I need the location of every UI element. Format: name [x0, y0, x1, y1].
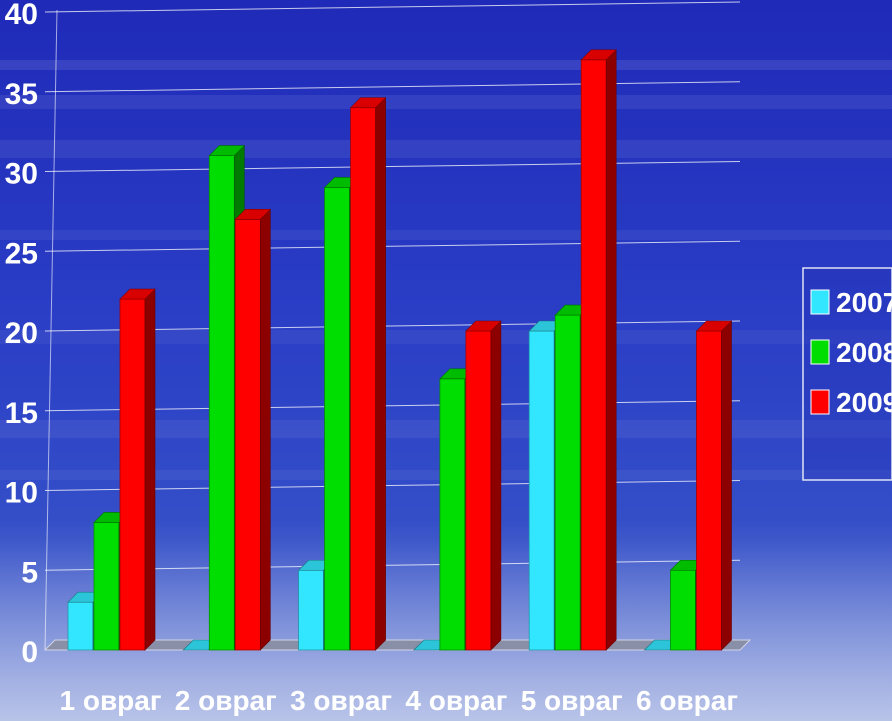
x-tick-label: 5 овраг	[521, 685, 623, 716]
y-tick-label: 20	[5, 317, 38, 350]
y-tick-label: 30	[5, 158, 38, 191]
y-tick-label: 15	[5, 397, 38, 430]
bar	[695, 320, 733, 651]
bar	[349, 96, 387, 651]
bar-front	[580, 59, 607, 651]
legend-swatch	[810, 339, 830, 365]
y-tick-label: 10	[5, 477, 38, 510]
gridline	[44, 81, 741, 93]
x-tick-label: 4 овраг	[405, 685, 507, 716]
y-tick-label: 5	[21, 556, 38, 589]
bar-front	[119, 298, 146, 651]
x-tick-label: 6 овраг	[636, 685, 738, 716]
bar	[465, 320, 502, 651]
x-axis: 1 овраг 2 овраг 3 овраг 4 овраг 5 овраг 6 овр…	[59, 685, 738, 716]
bar-side	[490, 320, 502, 651]
gridline	[44, 559, 741, 571]
bar-front	[350, 107, 377, 651]
legend-label: 2009	[836, 387, 892, 418]
bars	[67, 49, 733, 651]
bar-side	[721, 320, 732, 651]
bar-top	[234, 209, 272, 220]
bar-front	[324, 187, 351, 651]
gridline	[44, 320, 741, 332]
bar-front	[298, 569, 325, 651]
gridline	[44, 1, 741, 13]
bar-front	[93, 522, 120, 651]
bar-side	[259, 208, 271, 651]
y-tick-label: 35	[5, 78, 38, 111]
x-tick-label: 1 овраг	[59, 685, 161, 716]
bar-front	[554, 314, 581, 651]
bar	[580, 49, 617, 651]
bar-top	[349, 97, 387, 108]
legend-swatch	[810, 289, 830, 315]
bar-front	[696, 330, 722, 651]
bar-top	[119, 288, 156, 300]
bar-front	[439, 378, 466, 651]
bar-top	[695, 320, 733, 332]
gridline	[44, 480, 741, 491]
x-tick-label: 3 овраг	[290, 685, 392, 716]
gridline	[44, 400, 741, 412]
bar	[234, 208, 272, 651]
bar-front	[528, 330, 555, 651]
bar-top	[465, 320, 502, 332]
bar-front	[234, 218, 261, 651]
y-tick-label: 0	[21, 636, 38, 669]
bar	[119, 288, 156, 651]
y-tick-label: 40	[5, 0, 38, 31]
bar-front	[670, 569, 696, 651]
legend-label: 2007	[836, 287, 892, 318]
y-axis: 0 5 10 15 20 25 30 35 40	[5, 0, 38, 669]
bar-front	[465, 330, 492, 651]
x-tick-label: 2 овраг	[175, 685, 277, 716]
y-axis-line	[44, 9, 58, 651]
bar-front	[67, 601, 94, 651]
legend: 2007 2008 2009	[802, 267, 892, 481]
bar-side	[375, 96, 386, 651]
bar-top	[580, 49, 617, 61]
gridline	[44, 240, 741, 252]
y-tick-label: 25	[5, 237, 38, 270]
gridline	[44, 161, 741, 172]
bar-front	[208, 155, 235, 651]
bar-side	[144, 288, 156, 651]
legend-swatch	[810, 389, 830, 415]
bar-top	[208, 145, 246, 156]
legend-label: 2008	[836, 337, 892, 368]
bar-side	[605, 49, 617, 651]
